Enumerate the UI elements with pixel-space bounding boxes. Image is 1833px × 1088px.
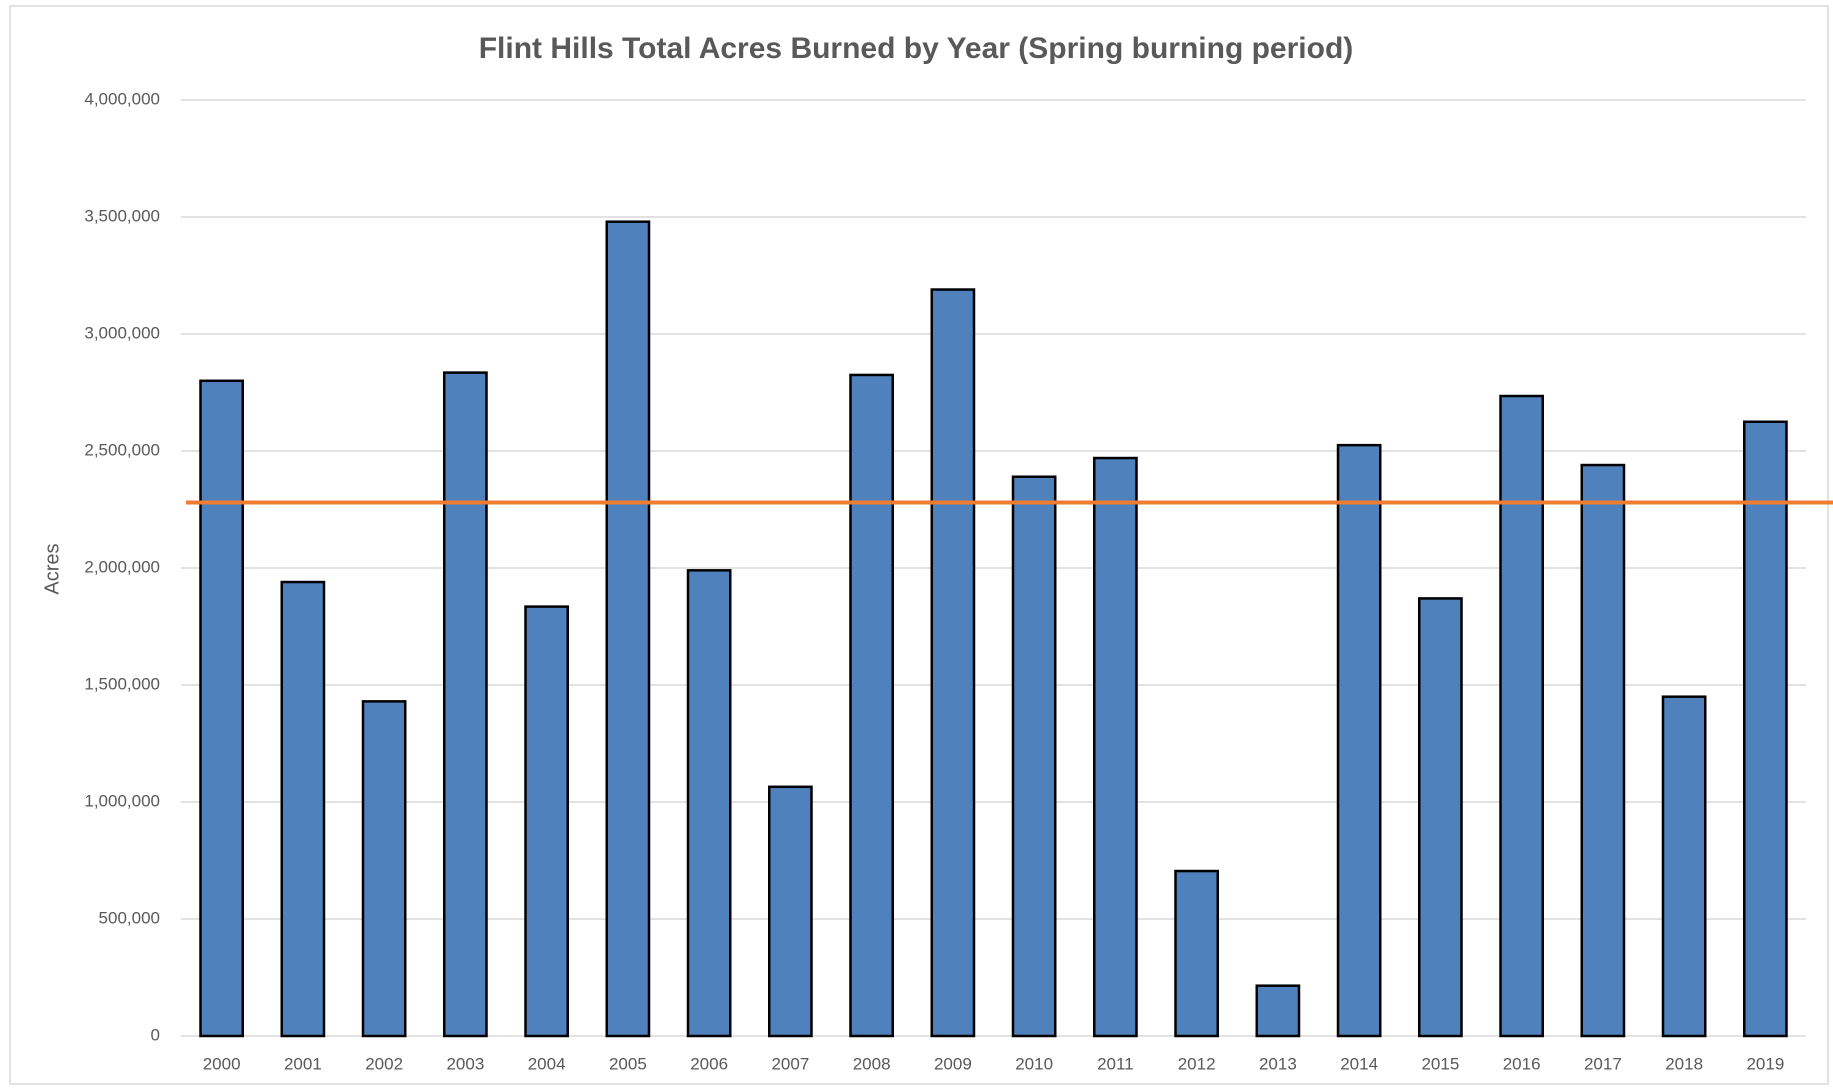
- x-tick-label: 2015: [1421, 1054, 1459, 1073]
- x-tick-label: 2006: [690, 1054, 728, 1073]
- y-tick-label: 500,000: [99, 908, 160, 927]
- x-tick-label: 2011: [1097, 1054, 1134, 1073]
- bar: [1174, 869, 1219, 1038]
- bar: [280, 580, 326, 1038]
- x-tick-label: 2009: [934, 1054, 972, 1073]
- bar: [1255, 984, 1301, 1038]
- x-tick-label: 2018: [1665, 1054, 1703, 1073]
- bar: [1336, 443, 1382, 1038]
- x-tick-label: 2019: [1746, 1054, 1784, 1073]
- y-tick-label: 2,500,000: [84, 440, 160, 459]
- bar: [199, 379, 244, 1038]
- bar: [361, 700, 407, 1038]
- bar: [605, 220, 651, 1038]
- bar: [1093, 456, 1138, 1038]
- x-tick-label: 2017: [1584, 1054, 1622, 1073]
- bar: [443, 371, 488, 1038]
- x-tick-label: 2004: [528, 1054, 566, 1073]
- bar: [686, 569, 732, 1038]
- x-tick-label: 2000: [203, 1054, 241, 1073]
- bar: [1661, 695, 1707, 1038]
- x-tick-label: 2007: [771, 1054, 809, 1073]
- bar: [1418, 597, 1463, 1038]
- bar: [1011, 475, 1057, 1038]
- bar: [524, 605, 569, 1038]
- bar: [1580, 463, 1626, 1038]
- bar: [930, 288, 976, 1038]
- y-tick-label: 3,500,000: [84, 206, 160, 225]
- y-tick-label: 4,000,000: [84, 89, 160, 108]
- x-tick-label: 2002: [365, 1054, 403, 1073]
- chart-border: [9, 5, 1829, 1085]
- y-tick-label: 2,000,000: [84, 557, 160, 576]
- y-tick-label: 1,000,000: [84, 791, 160, 810]
- x-tick-label: 2003: [446, 1054, 484, 1073]
- y-tick-label: 3,000,000: [84, 323, 160, 342]
- bar: [1743, 420, 1788, 1038]
- x-tick-label: 2005: [609, 1054, 647, 1073]
- bar: [849, 373, 894, 1038]
- bar: [1499, 394, 1544, 1038]
- x-tick-label: 2016: [1503, 1054, 1541, 1073]
- x-tick-label: 2001: [284, 1054, 322, 1073]
- x-tick-label: 2008: [853, 1054, 891, 1073]
- x-tick-label: 2014: [1340, 1054, 1378, 1073]
- y-tick-label: 1,500,000: [84, 674, 160, 693]
- x-tick-label: 2010: [1015, 1054, 1053, 1073]
- x-tick-label: 2013: [1259, 1054, 1297, 1073]
- bar: [768, 785, 813, 1038]
- x-tick-label: 2012: [1178, 1054, 1216, 1073]
- chart-title: Flint Hills Total Acres Burned by Year (…: [479, 32, 1354, 65]
- y-axis-label: Acres: [41, 543, 63, 594]
- y-tick-label: 0: [151, 1025, 160, 1044]
